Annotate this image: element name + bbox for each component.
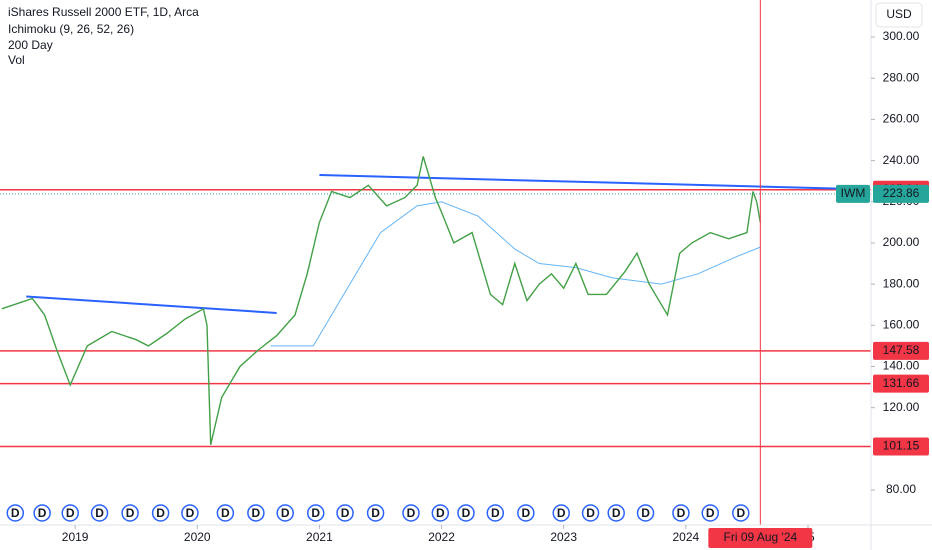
dividend-marker — [431, 504, 450, 522]
dividend-label: D — [126, 506, 135, 520]
dividend-marker — [216, 504, 235, 522]
dividend-marker — [457, 504, 475, 522]
dividend-label: D — [186, 506, 195, 520]
dividend-label: D — [371, 506, 380, 520]
dividend-marker — [732, 504, 750, 522]
dividend-marker — [151, 504, 170, 522]
indicator-label: 200 Day — [8, 38, 53, 52]
price-line — [270, 201, 761, 347]
crosshair-label: Fri 09 Aug '24 — [724, 530, 798, 544]
dividend-label: D — [11, 506, 20, 520]
indicator-label: Ichimoku (9, 26, 52, 26) — [8, 22, 134, 36]
dividend-label: D — [252, 506, 261, 520]
price-tag-label: 223.86 — [883, 186, 920, 200]
dividend-marker — [181, 504, 199, 522]
y-tick-label: 120.00 — [883, 400, 920, 414]
trendline — [26, 295, 277, 314]
dividend-marker — [672, 504, 690, 522]
indicator-label: Vol — [8, 53, 25, 67]
level-label: 131.66 — [883, 376, 920, 390]
dividend-marker — [6, 504, 25, 522]
y-tick-label: 140.00 — [883, 359, 920, 373]
dividend-marker — [276, 504, 294, 522]
dividend-label: D — [95, 506, 104, 520]
dividend-label: D — [736, 506, 745, 520]
price-tag — [873, 184, 929, 203]
x-tick-label: 2022 — [428, 530, 455, 544]
crosshair-tag — [708, 528, 813, 548]
x-tick-label: 2021 — [306, 530, 333, 544]
dividend-label: D — [706, 506, 715, 520]
y-tick-label: 260.00 — [883, 112, 920, 126]
price-line — [1, 156, 761, 445]
y-tick-label: 200.00 — [883, 235, 920, 249]
dividend-marker — [636, 504, 655, 522]
dividend-marker — [607, 504, 625, 522]
dividend-label: D — [641, 506, 650, 520]
y-tick-label: 300.00 — [883, 29, 920, 43]
x-tick-label: 2019 — [62, 530, 89, 544]
x-tick-label: 2020 — [184, 530, 211, 544]
level-label: 101.15 — [883, 439, 920, 453]
dividend-marker — [306, 504, 325, 522]
dividend-marker — [552, 504, 570, 522]
dividend-marker — [33, 504, 51, 522]
chart-title: iShares Russell 2000 ETF, 1D, Arca — [8, 5, 199, 19]
dividend-marker — [701, 504, 720, 522]
series-tag-label: IWM — [841, 186, 866, 200]
dividend-label: D — [221, 506, 230, 520]
level-tag — [873, 341, 929, 360]
dividend-label: D — [557, 506, 566, 520]
dividend-label: D — [677, 506, 686, 520]
dividend-marker — [517, 504, 535, 522]
dividend-label: D — [586, 506, 595, 520]
y-tick-label: 240.00 — [883, 153, 920, 167]
currency-button[interactable] — [875, 2, 923, 28]
dividend-label: D — [612, 506, 621, 520]
dividend-label: D — [436, 506, 445, 520]
dividend-label: D — [38, 506, 47, 520]
dividend-label: D — [156, 506, 165, 520]
level-label: 147.58 — [883, 343, 920, 357]
dividend-label: D — [281, 506, 290, 520]
dividend-label: D — [521, 506, 530, 520]
trendline — [319, 174, 870, 191]
dividend-label: D — [66, 506, 75, 520]
x-tick-label: 2023 — [550, 530, 577, 544]
dividend-marker — [366, 504, 385, 522]
dividend-marker — [402, 504, 420, 522]
x-tick-label: 2024 — [672, 530, 699, 544]
dividend-label: D — [311, 506, 320, 520]
plot-area — [0, 0, 871, 525]
y-tick-label: 180.00 — [883, 276, 920, 290]
y-tick-label: 80.00 — [886, 482, 916, 496]
dividend-marker — [61, 504, 79, 522]
dividend-label: D — [341, 506, 350, 520]
dividend-marker — [247, 504, 265, 522]
level-tag — [873, 437, 929, 456]
y-tick-label: 160.00 — [883, 317, 920, 331]
dividend-label: D — [407, 506, 416, 520]
dividend-marker — [121, 504, 139, 522]
dividend-marker — [336, 504, 354, 522]
dividend-marker — [581, 504, 600, 522]
series-tag — [836, 184, 870, 203]
currency-label[interactable]: USD — [886, 7, 912, 21]
dividend-label: D — [491, 506, 500, 520]
level-tag — [873, 374, 929, 393]
dividend-label: D — [462, 506, 471, 520]
y-tick-label: 280.00 — [883, 70, 920, 84]
dividend-marker — [90, 504, 109, 522]
dividend-marker — [486, 504, 505, 522]
